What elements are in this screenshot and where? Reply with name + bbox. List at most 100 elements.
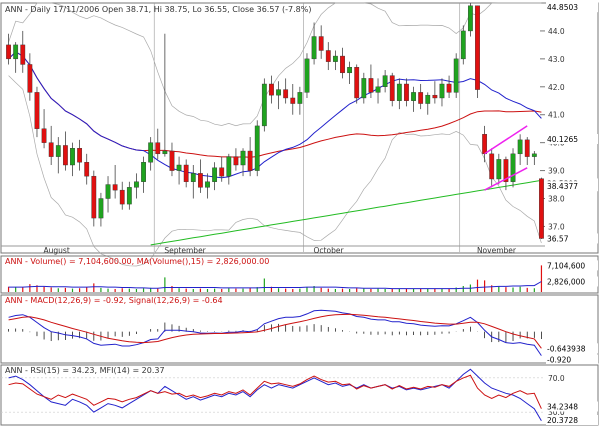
- x-tick-label: November: [477, 246, 517, 255]
- candle: [389, 72, 395, 107]
- candle-body: [539, 178, 544, 239]
- candle: [297, 86, 303, 115]
- candle: [233, 148, 239, 171]
- price-tag: 36.57: [547, 234, 569, 243]
- candle: [119, 181, 125, 210]
- candle: [126, 181, 132, 210]
- candle-body: [148, 142, 154, 163]
- candle: [361, 72, 367, 104]
- candle: [510, 148, 516, 188]
- candle: [418, 84, 424, 110]
- candle: [524, 137, 530, 165]
- candle: [212, 162, 218, 191]
- price-tag-bg: [546, 2, 598, 13]
- price-tag-bg: [546, 233, 598, 244]
- candle: [396, 78, 402, 110]
- candle: [254, 120, 260, 177]
- price-tag-bg: [546, 134, 598, 145]
- candle: [197, 159, 203, 193]
- candle: [219, 156, 225, 182]
- candle-body: [141, 162, 146, 182]
- candle-body: [283, 89, 289, 99]
- y-tick-label: 38.0: [548, 195, 565, 204]
- candle-body: [432, 94, 438, 99]
- candle: [183, 159, 189, 188]
- candle-body: [91, 175, 97, 219]
- candle-body: [155, 142, 161, 155]
- candle: [162, 33, 168, 157]
- volume-tag-bg: [546, 260, 598, 271]
- candle: [531, 151, 537, 165]
- ma200-line: [150, 179, 542, 246]
- candle: [77, 139, 83, 171]
- price-title: ANN - Daily 17/11/2006 Open 38.71, Hi 38…: [5, 5, 312, 14]
- candle-body: [382, 75, 388, 87]
- rsi-tag: 34.2348: [547, 403, 578, 412]
- price-tag: 38.4377: [547, 182, 578, 191]
- candle-body: [112, 184, 118, 191]
- candle: [134, 173, 139, 199]
- candle: [70, 142, 75, 177]
- candle-body: [425, 94, 431, 104]
- macd-value-tag-bg: [546, 354, 598, 365]
- candle: [340, 47, 345, 79]
- candle-body: [6, 44, 11, 60]
- candle: [247, 137, 253, 177]
- rsi-tag-bg: [546, 401, 598, 412]
- candle-body: [190, 173, 196, 182]
- volume-tag: 7,104,600: [547, 261, 585, 270]
- candle: [27, 53, 33, 101]
- candle: [169, 142, 175, 177]
- candle: [20, 30, 26, 73]
- signal-line: [8, 313, 542, 349]
- candle-body: [340, 55, 345, 74]
- candle-body: [304, 58, 310, 93]
- candle: [91, 170, 97, 227]
- candle-body: [332, 55, 338, 62]
- rsi-tick-label: 70.0: [548, 374, 565, 383]
- mfi-tag-bg: [546, 415, 598, 425]
- candle: [517, 134, 523, 165]
- rsi-line: [8, 374, 542, 409]
- candle-body: [27, 64, 33, 93]
- candle-body: [219, 167, 225, 177]
- candle: [226, 153, 232, 185]
- candle-body: [531, 153, 537, 157]
- candle: [276, 81, 281, 110]
- candle-body: [212, 167, 218, 182]
- macd-line: [8, 309, 542, 356]
- candle-body: [261, 83, 267, 127]
- candle: [269, 75, 274, 104]
- candle: [290, 84, 296, 115]
- candle: [155, 128, 161, 160]
- candle-body: [55, 145, 61, 157]
- candle: [318, 25, 324, 59]
- y-tick-label: 43.0: [548, 55, 565, 64]
- candle-body: [517, 139, 523, 155]
- candle-body: [126, 187, 132, 205]
- y-tick-label: 41.0: [548, 111, 565, 120]
- candle-body: [290, 97, 296, 104]
- rsi-panel: 30.0 70.0 ANN - RSI(15) = 34.23, MFI(14) =…: [0, 364, 599, 426]
- candle-body: [467, 5, 473, 32]
- rsi-frame: [0, 364, 599, 426]
- candle: [503, 156, 509, 191]
- price-frame: [0, 2, 599, 254]
- mfi-line: [8, 368, 542, 421]
- candle: [482, 125, 488, 163]
- channel-lower-line: [484, 167, 528, 191]
- candle-body: [389, 75, 395, 101]
- candle-body: [98, 198, 104, 219]
- price-tag: 40.1265: [547, 135, 578, 144]
- candle-body: [134, 181, 139, 188]
- upper-band-line: [8, 2, 542, 127]
- candle-body: [13, 44, 19, 60]
- candle: [354, 64, 360, 104]
- price-tag: 44.8503: [547, 3, 578, 12]
- candle: [332, 50, 338, 71]
- candle: [467, 3, 473, 37]
- x-tick-label: September: [164, 246, 206, 255]
- candle-body: [325, 50, 331, 62]
- candle-body: [20, 44, 26, 65]
